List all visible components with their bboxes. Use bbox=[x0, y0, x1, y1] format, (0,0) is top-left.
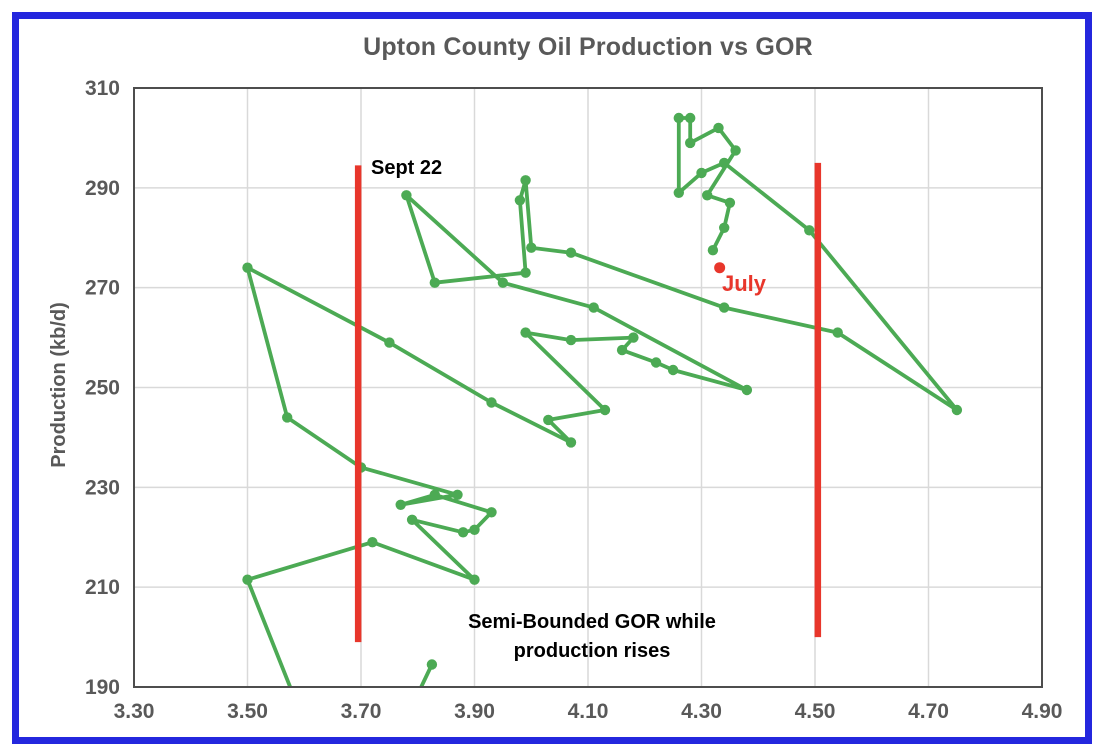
data-point-marker bbox=[724, 197, 736, 208]
data-point-marker bbox=[526, 242, 537, 253]
data-point-marker bbox=[707, 245, 719, 256]
data-point-marker bbox=[588, 302, 599, 313]
data-point-marker bbox=[741, 384, 753, 396]
data-point-marker bbox=[673, 187, 684, 198]
data-point-marker bbox=[628, 332, 639, 343]
data-point-marker bbox=[667, 364, 679, 376]
data-point-marker bbox=[429, 489, 440, 500]
data-point-marker bbox=[457, 527, 469, 538]
data-point-marker bbox=[406, 514, 418, 525]
data-point-marker bbox=[951, 404, 963, 416]
data-point-marker bbox=[469, 574, 480, 585]
x-tick-label: 4.10 bbox=[568, 700, 609, 723]
data-point-marker bbox=[543, 414, 554, 426]
data-point-marker bbox=[520, 267, 531, 278]
data-point-marker bbox=[486, 397, 497, 408]
chart-title: Upton County Oil Production vs GOR bbox=[363, 33, 813, 61]
data-point-marker bbox=[282, 412, 293, 423]
data-point-marker bbox=[599, 404, 611, 416]
data-point-marker bbox=[719, 157, 730, 169]
data-point-marker bbox=[452, 489, 463, 500]
data-point-marker bbox=[514, 195, 526, 206]
july-point bbox=[714, 262, 726, 274]
data-point-marker bbox=[401, 190, 412, 201]
y-tick-label: 190 bbox=[85, 676, 120, 699]
data-point-marker bbox=[685, 112, 696, 124]
x-tick-label: 3.30 bbox=[114, 700, 155, 723]
plot-frame bbox=[133, 87, 1043, 688]
annotation-july: July bbox=[722, 271, 767, 296]
y-tick-label: 310 bbox=[85, 77, 120, 100]
x-tick-label: 3.50 bbox=[227, 700, 268, 723]
annotation-sept22: Sept 22 bbox=[371, 157, 443, 179]
data-point-marker bbox=[804, 225, 815, 236]
data-point-marker bbox=[696, 167, 707, 179]
data-point-marker bbox=[616, 344, 628, 356]
y-tick-label: 250 bbox=[85, 377, 120, 400]
data-point-marker bbox=[242, 574, 253, 585]
data-point-marker bbox=[832, 327, 843, 338]
data-point-marker bbox=[673, 112, 684, 124]
data-point-marker bbox=[702, 190, 713, 201]
x-tick-label: 3.90 bbox=[454, 700, 495, 723]
data-point-marker bbox=[242, 262, 253, 273]
x-tick-label: 4.50 bbox=[795, 700, 836, 723]
data-point-marker bbox=[384, 337, 395, 348]
data-point-marker bbox=[565, 247, 577, 258]
x-tick-label: 3.70 bbox=[341, 700, 382, 723]
y-tick-label: 210 bbox=[85, 576, 120, 599]
data-point-marker bbox=[486, 507, 497, 518]
annotation-semi-bounded-line1: Semi-Bounded GOR while bbox=[468, 611, 716, 633]
series-group bbox=[242, 112, 963, 687]
y-tick-label: 230 bbox=[85, 476, 120, 499]
annotation-semi-bounded: Semi-Bounded GOR while production rises bbox=[372, 608, 812, 666]
data-point-marker bbox=[713, 122, 724, 134]
annotation-semi-bounded-line2: production rises bbox=[513, 640, 671, 662]
y-tick-label: 270 bbox=[85, 277, 120, 300]
data-point-marker bbox=[719, 222, 730, 233]
data-point-marker bbox=[426, 659, 438, 670]
data-point-marker bbox=[650, 357, 662, 368]
data-point-marker bbox=[565, 334, 577, 346]
data-point-marker bbox=[719, 302, 730, 313]
x-tick-label: 4.30 bbox=[681, 700, 722, 723]
data-point-marker bbox=[429, 277, 440, 288]
x-tick-label: 4.70 bbox=[908, 700, 949, 723]
data-point-marker bbox=[685, 137, 696, 149]
data-point-marker bbox=[730, 145, 741, 156]
data-point-marker bbox=[565, 437, 577, 448]
data-point-marker bbox=[469, 524, 480, 535]
y-tick-label: 290 bbox=[85, 177, 120, 200]
data-point-marker bbox=[520, 175, 531, 186]
page-border-frame bbox=[12, 12, 1092, 744]
data-point-marker bbox=[520, 327, 531, 338]
data-point-marker bbox=[395, 499, 406, 510]
series-path bbox=[245, 116, 959, 687]
x-tick-label: 4.90 bbox=[1022, 700, 1063, 723]
data-point-marker bbox=[497, 277, 509, 288]
data-point-marker bbox=[367, 537, 378, 548]
